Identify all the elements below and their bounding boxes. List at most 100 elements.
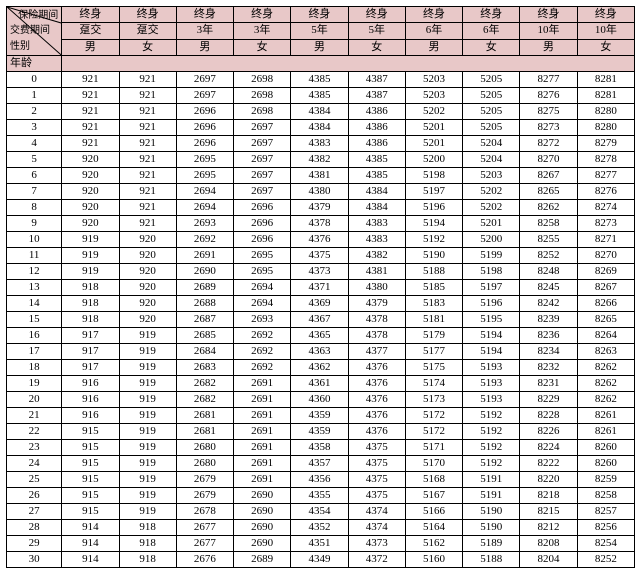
header-ins-period: 终身 — [348, 7, 405, 23]
value-cell: 5202 — [463, 184, 520, 200]
value-cell: 919 — [119, 328, 176, 344]
value-cell: 2684 — [176, 344, 233, 360]
value-cell: 2681 — [176, 424, 233, 440]
age-cell: 22 — [7, 424, 62, 440]
value-cell: 921 — [119, 184, 176, 200]
value-cell: 8226 — [520, 424, 577, 440]
value-cell: 4385 — [348, 168, 405, 184]
value-cell: 8212 — [520, 520, 577, 536]
value-cell: 8267 — [520, 168, 577, 184]
table-row: 592092126952697438243855200520482708278 — [7, 152, 635, 168]
value-cell: 8259 — [577, 472, 634, 488]
header-ins-period: 终身 — [577, 7, 634, 23]
age-cell: 5 — [7, 152, 62, 168]
value-cell: 4374 — [348, 504, 405, 520]
value-cell: 8270 — [520, 152, 577, 168]
value-cell: 8276 — [520, 88, 577, 104]
header-pay-period: 趸交 — [119, 23, 176, 39]
table-row: 692092126952697438143855198520382678277 — [7, 168, 635, 184]
value-cell: 5192 — [463, 424, 520, 440]
value-cell: 8224 — [520, 440, 577, 456]
value-cell: 2691 — [234, 456, 291, 472]
value-cell: 4387 — [348, 72, 405, 88]
value-cell: 4387 — [348, 88, 405, 104]
table-header: 保险期间 交费期间 性别 终身 终身 终身 终身 终身 终身 终身 终身 终身 … — [7, 7, 635, 72]
value-cell: 5162 — [405, 536, 462, 552]
value-cell: 921 — [62, 120, 119, 136]
value-cell: 5204 — [463, 152, 520, 168]
value-cell: 2695 — [234, 248, 291, 264]
value-cell: 8272 — [520, 136, 577, 152]
value-cell: 8262 — [577, 376, 634, 392]
value-cell: 2696 — [176, 120, 233, 136]
value-cell: 4383 — [291, 136, 348, 152]
value-cell: 921 — [62, 104, 119, 120]
value-cell: 2677 — [176, 536, 233, 552]
value-cell: 918 — [119, 552, 176, 568]
value-cell: 2687 — [176, 312, 233, 328]
table-row: 2791591926782690435443745166519082158257 — [7, 504, 635, 520]
value-cell: 8252 — [577, 552, 634, 568]
value-cell: 5188 — [463, 552, 520, 568]
table-row: 2591591926792691435643755168519182208259 — [7, 472, 635, 488]
value-cell: 8273 — [520, 120, 577, 136]
value-cell: 919 — [119, 488, 176, 504]
value-cell: 5192 — [463, 456, 520, 472]
age-cell: 12 — [7, 264, 62, 280]
value-cell: 8236 — [520, 328, 577, 344]
value-cell: 4384 — [291, 104, 348, 120]
value-cell: 4349 — [291, 552, 348, 568]
value-cell: 5166 — [405, 504, 462, 520]
value-cell: 918 — [62, 296, 119, 312]
value-cell: 5203 — [405, 88, 462, 104]
value-cell: 2690 — [234, 488, 291, 504]
value-cell: 919 — [119, 504, 176, 520]
value-cell: 2696 — [234, 216, 291, 232]
table-row: 2291591926812691435943765172519282268261 — [7, 424, 635, 440]
value-cell: 8234 — [520, 344, 577, 360]
value-cell: 5205 — [463, 72, 520, 88]
value-cell: 921 — [119, 168, 176, 184]
header-gender: 女 — [119, 39, 176, 55]
value-cell: 2691 — [234, 424, 291, 440]
value-cell: 4385 — [291, 72, 348, 88]
header-gender: 男 — [62, 39, 119, 55]
value-cell: 4365 — [291, 328, 348, 344]
age-cell: 21 — [7, 408, 62, 424]
value-cell: 921 — [119, 200, 176, 216]
table-body: 0921921269726984385438752035205827782811… — [7, 72, 635, 568]
value-cell: 4375 — [348, 488, 405, 504]
age-cell: 11 — [7, 248, 62, 264]
value-cell: 2682 — [176, 376, 233, 392]
value-cell: 919 — [119, 408, 176, 424]
value-cell: 4362 — [291, 360, 348, 376]
value-cell: 5198 — [405, 168, 462, 184]
header-pay-period: 10年 — [577, 23, 634, 39]
age-cell: 28 — [7, 520, 62, 536]
value-cell: 5167 — [405, 488, 462, 504]
value-cell: 2692 — [234, 328, 291, 344]
value-cell: 5194 — [463, 328, 520, 344]
value-cell: 4369 — [291, 296, 348, 312]
value-cell: 5200 — [463, 232, 520, 248]
table-row: 992092126932696437843835194520182588273 — [7, 216, 635, 232]
value-cell: 915 — [62, 504, 119, 520]
value-cell: 4385 — [348, 152, 405, 168]
value-cell: 918 — [62, 280, 119, 296]
value-cell: 4379 — [348, 296, 405, 312]
value-cell: 2681 — [176, 408, 233, 424]
value-cell: 5201 — [405, 120, 462, 136]
value-cell: 5193 — [463, 392, 520, 408]
value-cell: 8245 — [520, 280, 577, 296]
value-cell: 8258 — [577, 488, 634, 504]
value-cell: 8279 — [577, 136, 634, 152]
value-cell: 5201 — [405, 136, 462, 152]
header-pay-period: 5年 — [291, 23, 348, 39]
age-cell: 13 — [7, 280, 62, 296]
value-cell: 2688 — [176, 296, 233, 312]
value-cell: 4371 — [291, 280, 348, 296]
value-cell: 8270 — [577, 248, 634, 264]
value-cell: 4381 — [291, 168, 348, 184]
table-row: 2891491826772690435243745164519082128256 — [7, 520, 635, 536]
value-cell: 8281 — [577, 72, 634, 88]
